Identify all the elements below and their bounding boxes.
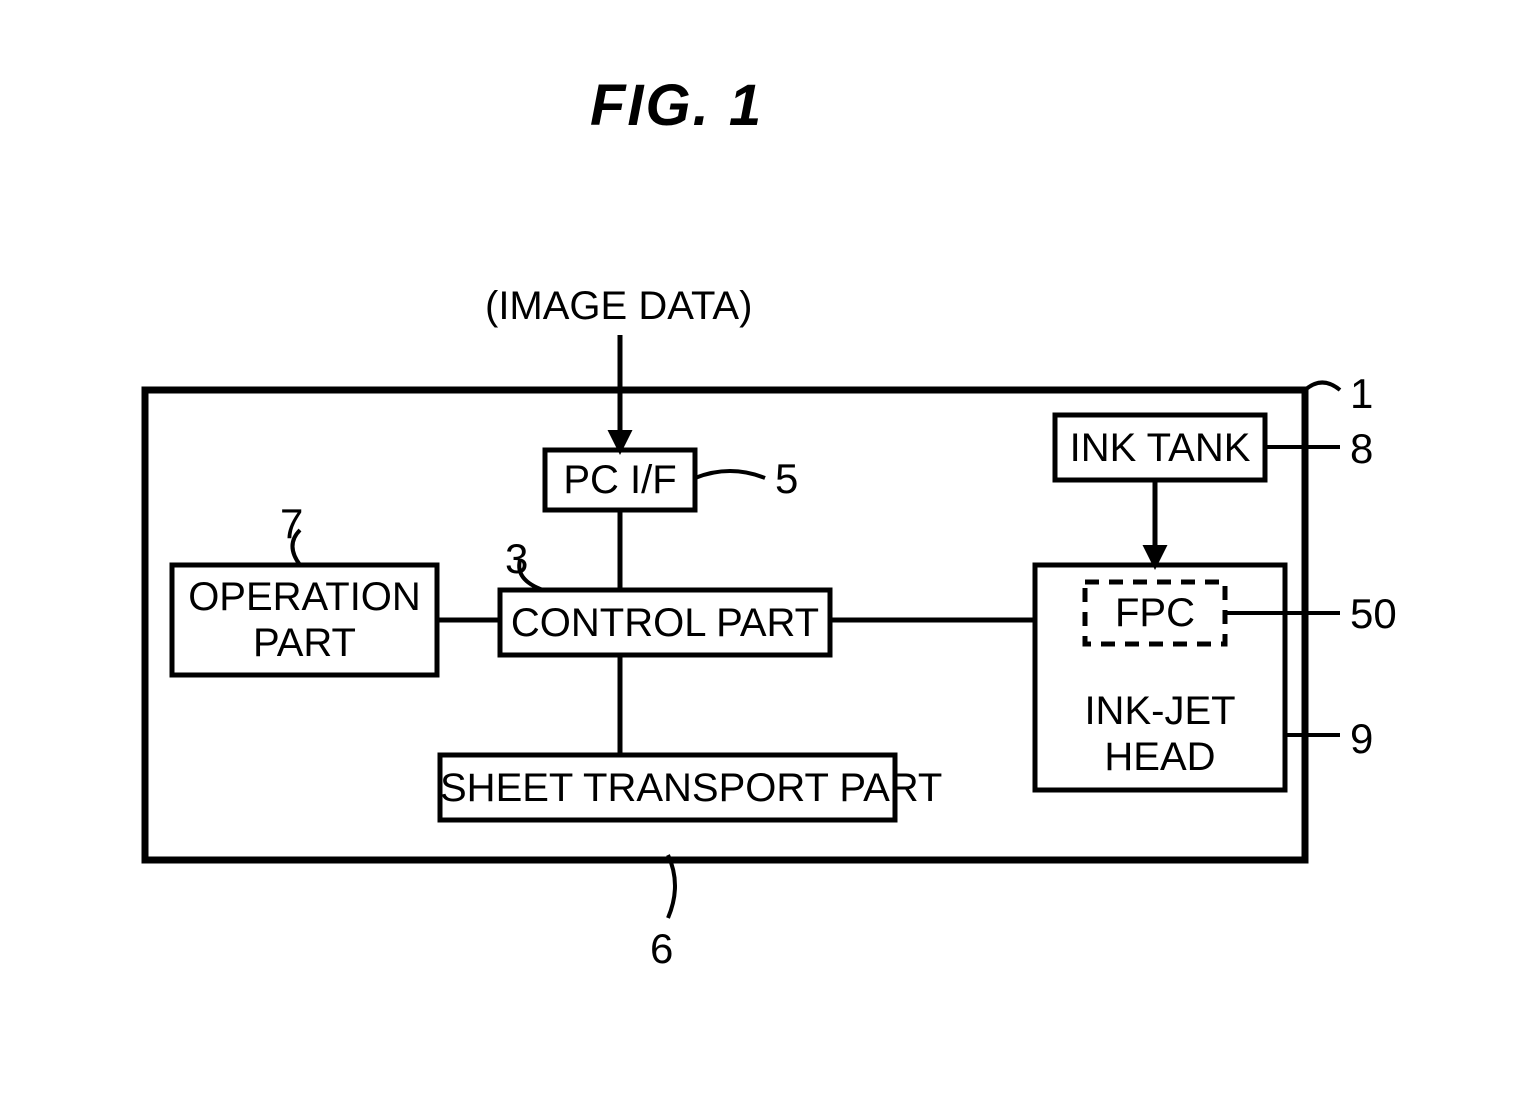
ref-50: 50 <box>1350 590 1397 638</box>
inkjet-label: INK-JET HEAD <box>1035 688 1285 780</box>
fpc-label: FPC <box>1085 590 1225 636</box>
operation-label: OPERATION PART <box>172 574 437 666</box>
pc-if-label: PC I/F <box>545 457 695 503</box>
ref-6: 6 <box>650 925 673 973</box>
image-data-label: (IMAGE DATA) <box>485 283 752 329</box>
ref-1: 1 <box>1350 370 1373 418</box>
diagram-svg <box>0 0 1525 1099</box>
figure-stage: FIG. 1 PC I/F OPERATION PART CONTROL PAR… <box>0 0 1525 1099</box>
ref-8: 8 <box>1350 425 1373 473</box>
ref-9: 9 <box>1350 715 1373 763</box>
control-label: CONTROL PART <box>500 600 830 646</box>
ref-7: 7 <box>280 500 303 548</box>
ref-3: 3 <box>505 535 528 583</box>
ref-5: 5 <box>775 455 798 503</box>
sheet-label: SHEET TRANSPORT PART <box>440 765 895 811</box>
ink-tank-label: INK TANK <box>1055 425 1265 471</box>
